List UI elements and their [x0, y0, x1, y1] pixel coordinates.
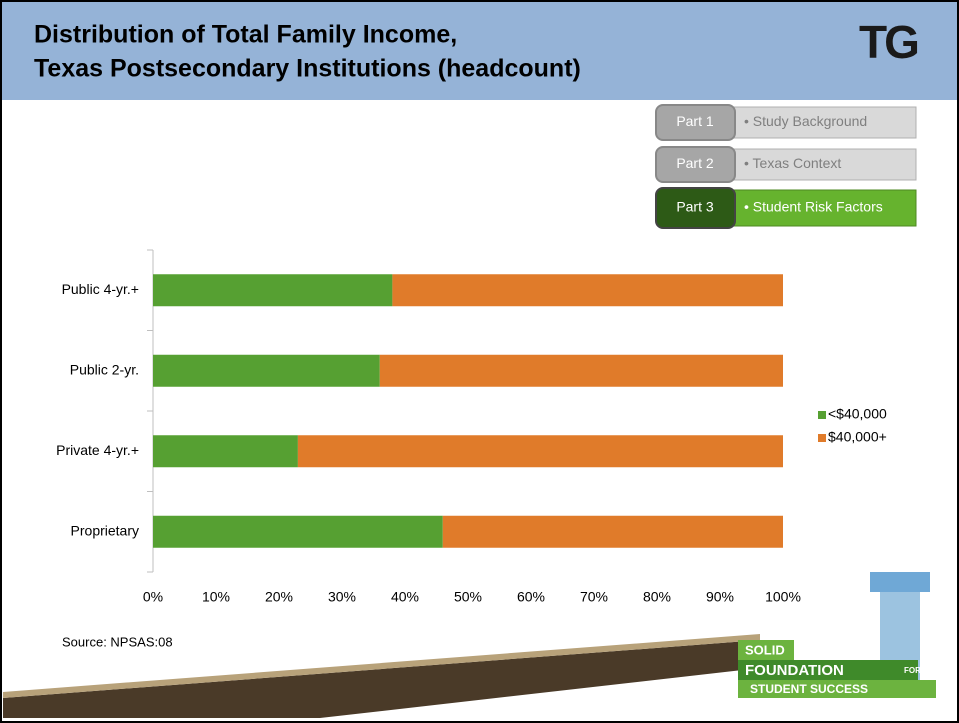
- legend-label: <$40,000: [828, 406, 887, 422]
- logo-text: SOLID: [745, 642, 785, 657]
- legend-swatch: [818, 411, 826, 419]
- x-tick-label: 0%: [143, 589, 163, 605]
- header-band: [2, 2, 957, 100]
- nav-label: • Texas Context: [744, 155, 841, 171]
- y-tick-label: Public 4-yr.+: [62, 281, 139, 297]
- x-tick-label: 30%: [328, 589, 356, 605]
- logo-box: [738, 660, 918, 680]
- x-tick-label: 40%: [391, 589, 419, 605]
- bar-segment: [442, 515, 783, 548]
- column-capital: [870, 572, 930, 592]
- title-line: Texas Postsecondary Institutions (headco…: [34, 55, 581, 83]
- title-line: Distribution of Total Family Income,: [34, 21, 457, 49]
- y-tick-label: Public 2-yr.: [70, 361, 139, 377]
- x-tick-label: 20%: [265, 589, 293, 605]
- bar-segment: [379, 354, 783, 387]
- bar-segment: [153, 435, 298, 468]
- y-tick-label: Private 4-yr.+: [56, 442, 139, 458]
- nav-part: Part 3: [676, 199, 714, 215]
- source-note: Source: NPSAS:08: [62, 634, 173, 649]
- logo-box: [738, 640, 794, 660]
- nav-part-box: [655, 104, 736, 141]
- bar-segment: [153, 274, 393, 307]
- legend-swatch: [818, 434, 826, 442]
- nav-part-box: [655, 187, 736, 229]
- bar-segment: [153, 354, 380, 387]
- x-tick-label: 50%: [454, 589, 482, 605]
- nav-part: Part 2: [676, 155, 714, 171]
- bar-segment: [153, 515, 443, 548]
- x-tick-label: 100%: [765, 589, 801, 605]
- nav-label-box: [733, 189, 917, 227]
- logo-text: FOR: [904, 666, 921, 675]
- nav-part-box: [655, 146, 736, 183]
- tg-logo: TG: [859, 16, 917, 68]
- logo-text: FOUNDATION: [745, 662, 844, 679]
- foundation-logo: SOLID FOUNDATION FOR STUDENT SUCCESS: [738, 572, 936, 698]
- legend-label: $40,000+: [828, 429, 887, 445]
- x-tick-label: 60%: [517, 589, 545, 605]
- x-tick-label: 90%: [706, 589, 734, 605]
- x-tick-label: 10%: [202, 589, 230, 605]
- x-tick-label: 80%: [643, 589, 671, 605]
- nav-part: Part 1: [676, 113, 714, 129]
- bottom-wedge: [3, 640, 760, 718]
- bar-segment: [392, 274, 783, 307]
- logo-text: STUDENT SUCCESS: [750, 682, 868, 696]
- y-tick-label: Proprietary: [71, 522, 139, 538]
- bottom-stripe: [3, 634, 760, 698]
- x-tick-label: 70%: [580, 589, 608, 605]
- logo-box: [738, 680, 936, 698]
- nav-label: • Student Risk Factors: [744, 199, 883, 215]
- nav-label-box: [733, 148, 917, 181]
- nav-label: • Study Background: [744, 113, 867, 129]
- bar-segment: [297, 435, 783, 468]
